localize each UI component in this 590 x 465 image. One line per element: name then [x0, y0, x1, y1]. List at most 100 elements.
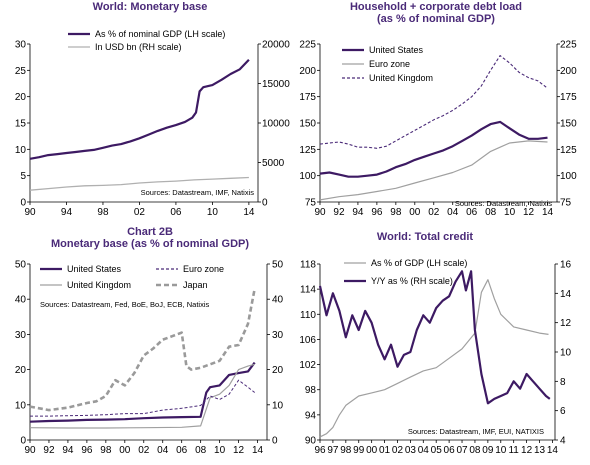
x-tick-label: 06 — [170, 207, 182, 218]
y-tick-label-left: 10 — [15, 400, 27, 411]
x-tick-label: 94 — [352, 207, 364, 218]
x-tick-label: 08 — [195, 445, 207, 456]
y-tick-label-left: 150 — [299, 119, 316, 130]
x-tick-label: 04 — [418, 445, 430, 456]
y-tick-label-right: 225 — [560, 40, 577, 51]
y-tick-label-right: 200 — [560, 66, 577, 77]
legend-label: United States — [67, 264, 122, 274]
x-tick-label: 06 — [466, 207, 478, 218]
x-tick-label: 00 — [366, 445, 378, 456]
x-tick-label: 12 — [233, 445, 245, 456]
y-tick-label-right: 30 — [272, 330, 284, 341]
legend-label: United Kingdom — [67, 280, 131, 290]
series-line-2 — [318, 270, 551, 405]
x-tick-label: 12 — [523, 207, 535, 218]
x-tick-label: 90 — [24, 445, 36, 456]
y-tick-label-right: 150 — [560, 119, 577, 130]
y-tick-label-left: 114 — [300, 285, 316, 296]
x-tick-label: 06 — [444, 445, 456, 456]
y-tick-label-left: 200 — [299, 66, 316, 77]
legend: United States United Kingdom Euro zone Japa… — [40, 264, 224, 290]
x-tick-label: 98 — [100, 445, 112, 456]
x-tick-label: 90 — [24, 207, 36, 218]
x-tick-label: 03 — [405, 445, 417, 456]
x-tick-label: 14 — [243, 207, 255, 218]
y-tick-label-right: 75 — [560, 198, 572, 209]
y-tick-label-right: 40 — [272, 295, 284, 306]
x-tick-label: 08 — [485, 207, 497, 218]
legend-label: United States — [369, 45, 424, 55]
y-tick-label-left: 50 — [15, 260, 27, 271]
y-tick-label-right: 10000 — [262, 119, 290, 130]
x-tick-label: 00 — [119, 445, 131, 456]
y-tick-label-left: 15 — [15, 119, 27, 130]
source-note: Sources: Datastream, Natixis — [455, 199, 552, 208]
y-tick-label-right: 20000 — [262, 40, 290, 51]
x-tick-label: 06 — [176, 445, 188, 456]
x-tick-label: 07 — [456, 445, 468, 456]
legend-label: As % of nominal GDP (LH scale) — [95, 29, 225, 39]
y-tick-label-left: 175 — [299, 92, 316, 103]
series-line-3 — [319, 55, 548, 149]
x-tick-label: 02 — [392, 445, 404, 456]
chart-title: Household + corporate debt load — [350, 1, 522, 13]
y-tick-label-right: 125 — [560, 145, 577, 156]
y-tick-label-left: 20 — [15, 365, 27, 376]
y-tick-label-right: 4 — [560, 436, 566, 447]
y-tick-label-right: 15000 — [262, 79, 290, 90]
y-tick-label-right: 20 — [272, 365, 284, 376]
y-tick-label-left: 30 — [15, 40, 27, 51]
legend-label: In USD bn (RH scale) — [95, 42, 182, 52]
legend: United States Euro zone United Kingdom — [342, 45, 433, 83]
y-tick-label-left: 106 — [299, 335, 316, 346]
y-tick-label-right: 10 — [272, 400, 284, 411]
series-line-3 — [30, 379, 256, 417]
chart-title: World: Total credit — [377, 231, 473, 243]
chart-subtitle: (as % of nominal GDP) — [377, 13, 495, 25]
y-tick-label-left: 0 — [20, 436, 26, 447]
legend: As % of GDP (LH scale) Y/Y as % (RH scale… — [344, 258, 467, 286]
chart-subtitle: Monetary base (as % of nominal GDP) — [51, 238, 249, 250]
x-tick-label: 09 — [482, 445, 494, 456]
chart-title: Chart 2B — [127, 226, 173, 238]
x-tick-label: 04 — [447, 207, 459, 218]
series-line-1 — [29, 361, 256, 423]
x-tick-label: 96 — [314, 445, 326, 456]
series-line-1 — [319, 120, 548, 178]
legend-label: Euro zone — [183, 264, 224, 274]
y-tick-label-right: 0 — [262, 198, 268, 209]
x-tick-label: 02 — [428, 207, 440, 218]
x-tick-label: 96 — [81, 445, 93, 456]
x-tick-label: 02 — [134, 207, 146, 218]
y-tick-label-left: 94 — [305, 410, 317, 421]
x-tick-label: 96 — [371, 207, 383, 218]
x-tick-label: 90 — [314, 207, 326, 218]
y-tick-label-right: 100 — [560, 171, 577, 182]
y-tick-label-right: 5000 — [262, 158, 285, 169]
x-tick-label: 92 — [333, 207, 345, 218]
x-tick-label: 02 — [138, 445, 150, 456]
y-tick-label-left: 100 — [299, 171, 316, 182]
y-tick-label-left: 225 — [299, 40, 316, 51]
x-tick-label: 00 — [409, 207, 421, 218]
source-note: Sources: Datastream, Fed, BoE, BoJ, ECB,… — [40, 300, 209, 309]
y-tick-label-left: 40 — [15, 295, 27, 306]
chart-title: World: Monetary base — [93, 1, 208, 13]
x-tick-label: 97 — [327, 445, 339, 456]
series-line-4 — [29, 288, 256, 412]
y-tick-label-left: 125 — [299, 145, 316, 156]
y-tick-label-left: 10 — [15, 145, 27, 156]
x-tick-label: 05 — [431, 445, 443, 456]
legend-label: Japan — [183, 280, 208, 290]
y-tick-label-left: 5 — [20, 171, 26, 182]
y-tick-label-right: 0 — [272, 436, 278, 447]
series-line-1 — [29, 59, 250, 160]
x-tick-label: 10 — [504, 207, 516, 218]
y-tick-label-left: 75 — [305, 198, 317, 209]
series-line-1 — [319, 279, 549, 438]
x-tick-label: 08 — [469, 445, 481, 456]
chart-panel-1: World: Monetary base05101520253005000100… — [15, 1, 290, 218]
x-tick-label: 98 — [390, 207, 402, 218]
y-tick-label-right: 8 — [560, 377, 566, 388]
